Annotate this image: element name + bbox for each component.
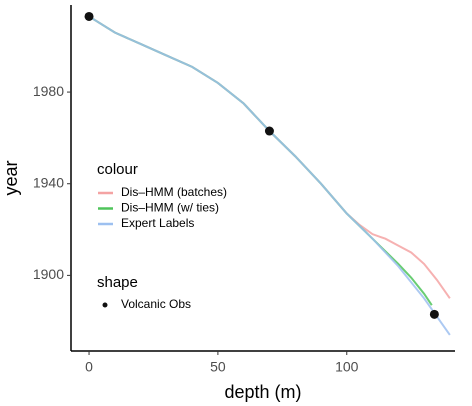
x-tick-label: 0 [85, 359, 93, 375]
series-line [88, 15, 451, 299]
y-tick-label: 1980 [33, 83, 64, 99]
volcanic-point [84, 11, 94, 21]
legend-label: Expert Labels [121, 216, 194, 230]
volcanic-point [429, 309, 439, 319]
legend-title: colour [97, 161, 138, 178]
series-line [88, 15, 433, 306]
series-line [88, 15, 451, 336]
volcanic-point [264, 126, 274, 136]
x-tick-label: 50 [210, 359, 226, 375]
y-axis-label: year [1, 160, 21, 195]
legend-title: shape [97, 274, 138, 291]
legend-label: Dis–HMM (w/ ties) [121, 201, 219, 215]
y-tick-label: 1940 [33, 174, 64, 190]
legend-label: Dis–HMM (batches) [121, 185, 227, 199]
x-axis-label: depth (m) [224, 382, 301, 402]
y-tick-label: 1900 [33, 266, 64, 282]
x-tick-label: 100 [335, 359, 359, 375]
legend-key [102, 302, 108, 308]
legend-label: Volcanic Obs [121, 297, 191, 311]
